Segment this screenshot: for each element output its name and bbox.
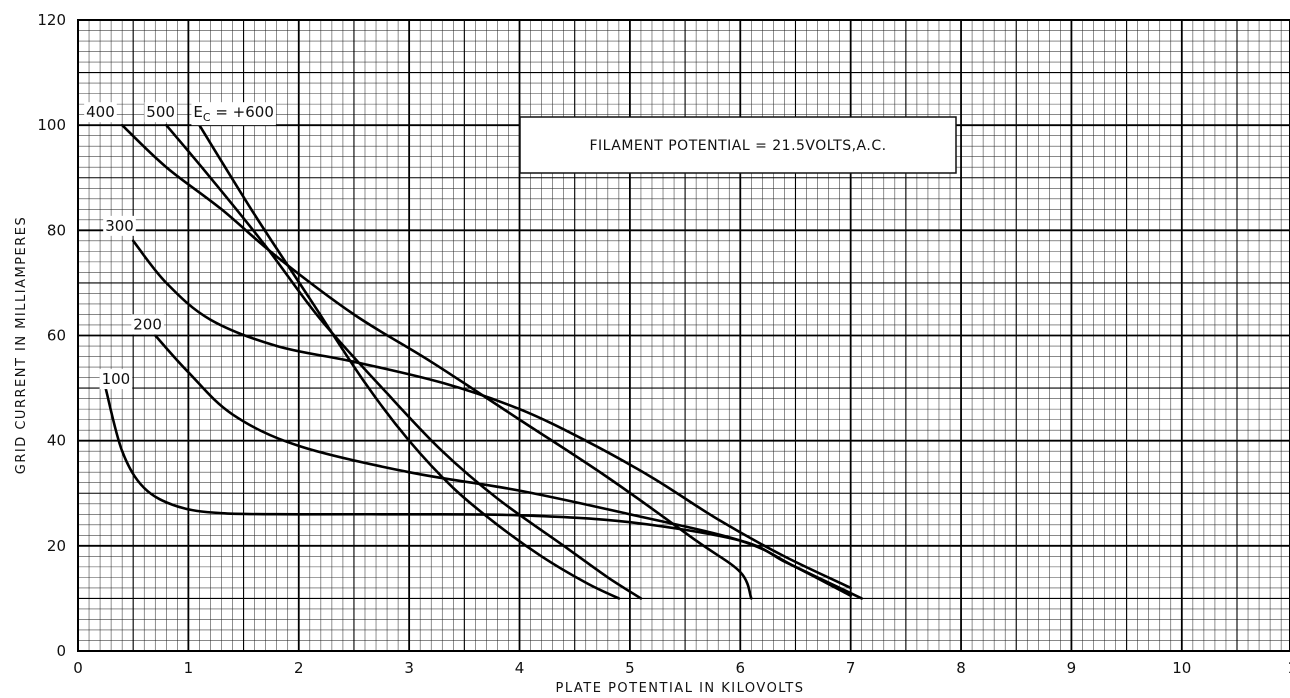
annotation-box: FILAMENT POTENTIAL = 21.5VOLTS,A.C. (519, 116, 957, 174)
x-tick-labels: 0 1 2 3 4 5 6 7 8 9 10 1 (73, 659, 1290, 677)
x-tick-label: 3 (404, 659, 414, 677)
major-grid (77, 19, 1290, 652)
curve-label-300: 300 (105, 217, 134, 235)
y-tick-label: 60 (47, 327, 66, 345)
y-tick-label: 80 (47, 221, 66, 239)
plot-frame (77, 19, 1290, 652)
curve-label-bg (191, 102, 276, 126)
curves (104, 123, 863, 600)
curve-label-bg (131, 314, 164, 335)
curve-label-bg (144, 102, 177, 123)
y-tick-labels: 0 20 40 60 80 100 120 (37, 11, 66, 660)
y-tick-label: 120 (37, 11, 66, 29)
curve-label-100: 100 (102, 370, 131, 388)
curve-5 (165, 123, 643, 600)
x-tick-label: 5 (625, 659, 635, 677)
annotation-text: FILAMENT POTENTIAL = 21.5VOLTS,A.C. (589, 138, 886, 154)
curve-2 (154, 334, 852, 598)
x-tick-label: 1 (1287, 659, 1290, 677)
x-axis-label: PLATE POTENTIAL IN KILOVOLTS (556, 681, 805, 696)
y-axis-label: GRID CURRENT IN MILLIAMPERES (14, 216, 29, 474)
curve-label-bg (103, 215, 136, 236)
x-tick-label: 4 (515, 659, 525, 677)
y-tick-label: 40 (47, 432, 66, 450)
y-tick-label: 20 (47, 537, 66, 555)
curve-6 (198, 123, 621, 600)
x-tick-label: 8 (956, 659, 966, 677)
curve-label-bg (84, 102, 117, 123)
x-tick-label: 1 (184, 659, 194, 677)
x-tick-label: 6 (736, 659, 746, 677)
curve-labels: 100 200 300 400 500 EC = +600 (84, 102, 276, 390)
x-tick-label: 10 (1172, 659, 1191, 677)
x-tick-label: 9 (1067, 659, 1077, 677)
curve-4 (120, 123, 753, 600)
x-tick-label: 2 (294, 659, 304, 677)
curve-label-ec: EC = +600 (193, 103, 273, 124)
x-tick-label: 0 (73, 659, 83, 677)
curve-label-bg (99, 369, 133, 390)
x-tick-label: 7 (846, 659, 856, 677)
y-tick-label: 100 (37, 116, 66, 134)
curve-label-200: 200 (133, 316, 162, 334)
curve-label-500: 500 (146, 103, 175, 121)
curve-label-400: 400 (86, 103, 115, 121)
curve-3 (131, 239, 852, 590)
y-tick-label: 0 (56, 642, 66, 660)
